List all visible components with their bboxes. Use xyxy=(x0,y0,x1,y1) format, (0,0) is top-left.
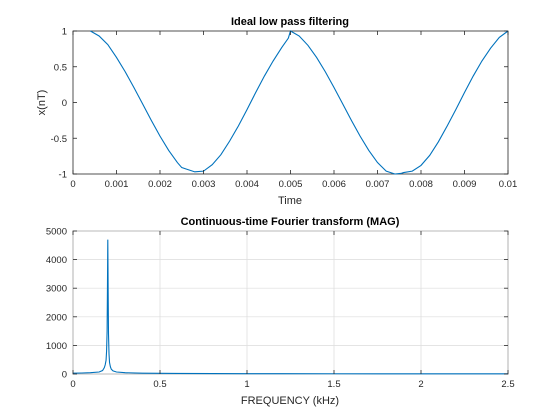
series-group-top xyxy=(90,30,509,175)
y-tick-label: 0 xyxy=(62,370,67,381)
x-tick-label: 0.005 xyxy=(279,179,303,190)
chart-title-bottom: Continuous-time Fourier transform (MAG) xyxy=(181,216,400,228)
y-tick-label: -0.5 xyxy=(51,134,67,145)
series-line xyxy=(90,30,509,175)
y-tick-label: 3000 xyxy=(46,284,67,295)
y-tick-label: 2000 xyxy=(46,312,67,323)
x-tick-label: 0.004 xyxy=(235,179,259,190)
plot-area-bottom xyxy=(72,230,509,375)
y-tick-label: 1 xyxy=(62,27,67,38)
y-axis-label-top: x(nT) xyxy=(36,90,48,116)
x-ticks-top: 0 0.001 0.002 0.003 0.004 0.005 0.006 0.007 0.00… xyxy=(70,31,517,190)
x-tick-label: 0.001 xyxy=(105,179,129,190)
y-tick-label: 0.5 xyxy=(54,62,67,73)
y-ticks-bottom: 0 1000 2000 3000 4000 5000 xyxy=(46,227,508,381)
axes-top: 0 0.001 0.002 0.003 0.004 0.005 0.006 0.007 0.00… xyxy=(36,16,517,207)
x-tick-label: 0.007 xyxy=(366,179,390,190)
axes-bottom: 0 0.5 1 1.5 2 2.5 0 1000 2000 3000 4000 5000 Conti… xyxy=(46,216,515,407)
x-tick-label: 0.01 xyxy=(499,179,518,190)
x-axis-label-bottom: FREQUENCY (kHz) xyxy=(241,395,339,407)
x-tick-label: 0.002 xyxy=(148,179,172,190)
y-ticks-top: -1 -0.5 0 0.5 1 xyxy=(51,27,508,181)
y-tick-label: 5000 xyxy=(46,227,67,238)
x-tick-label: 0.5 xyxy=(153,379,166,390)
x-tick-label: 0 xyxy=(70,179,75,190)
y-tick-label: -1 xyxy=(59,170,67,181)
x-tick-label: 2 xyxy=(418,379,423,390)
x-tick-label: 0.008 xyxy=(409,179,433,190)
x-tick-label: 0.003 xyxy=(192,179,216,190)
x-tick-label: 0 xyxy=(70,379,75,390)
x-tick-label: 0.009 xyxy=(453,179,477,190)
chart-title-top: Ideal low pass filtering xyxy=(231,16,349,28)
series-line xyxy=(72,239,508,375)
y-tick-label: 4000 xyxy=(46,255,67,266)
y-tick-label: 1000 xyxy=(46,341,67,352)
y-tick-label: 0 xyxy=(62,98,67,109)
plot-area-top xyxy=(72,30,509,175)
x-axis-label-top: Time xyxy=(278,195,302,207)
x-tick-label: 0.006 xyxy=(322,179,346,190)
x-tick-label: 1.5 xyxy=(327,379,340,390)
x-tick-label: 1 xyxy=(244,379,249,390)
series-group-bottom xyxy=(72,239,508,375)
x-ticks-bottom: 0 0.5 1 1.5 2 2.5 xyxy=(70,231,515,390)
x-tick-label: 2.5 xyxy=(501,379,514,390)
